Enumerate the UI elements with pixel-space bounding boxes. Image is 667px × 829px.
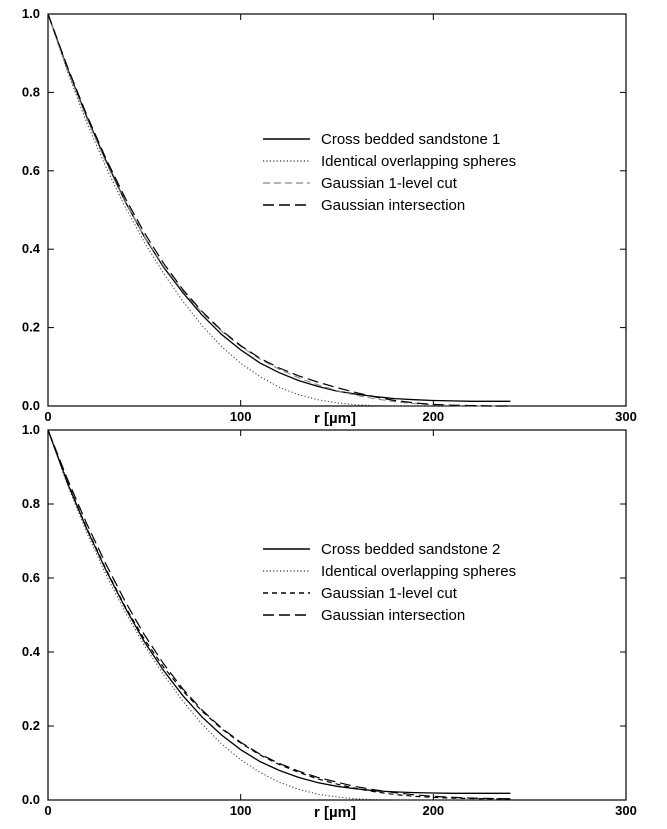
y-tick-label: 0.0 [22,398,40,413]
x-tick-label: 0 [44,803,51,818]
legend: Cross bedded sandstone 2 Identical overla… [263,541,516,624]
x-tick-label: 100 [230,803,252,818]
y-tick-label: 0.0 [22,792,40,807]
series-line-2 [47,429,511,801]
legend-entry-long-dashed-label: Gaussian intersection [321,607,465,624]
legend-entry-solid-label: Cross bedded sandstone 2 [321,541,500,558]
y-tick-label: 0.2 [22,718,40,733]
x-axis-label: r [µm] [314,410,356,427]
y-tick-label: 0.6 [22,570,40,585]
plot-panel-bottom: 0 100 200 300 0.0 0.2 0.4 0.6 0.8 1.0 r [µm] Cross … [22,422,637,821]
series-line-3 [47,429,511,800]
x-tick-label: 200 [422,803,444,818]
legend-entry-dotted-label: Identical overlapping spheres [321,563,516,580]
y-tick-label: 0.4 [22,644,41,659]
y-tick-label: 1.0 [22,6,40,21]
x-tick-label: 100 [230,409,252,424]
legend-entry-dotted-label: Identical overlapping spheres [321,153,516,170]
legend-entry-solid-label: Cross bedded sandstone 1 [321,131,500,148]
y-tick-label: 0.8 [22,84,40,99]
y-tick-label: 0.4 [22,241,41,256]
series-line-4 [47,13,511,407]
legend-entry-long-dashed-label: Gaussian intersection [321,197,465,214]
plot-panel-top: 0 100 200 300 0.0 0.2 0.4 0.6 0.8 1.0 r [µm] Cross … [22,6,637,427]
legend-entry-dashed-label: Gaussian 1-level cut [321,175,458,192]
x-tick-label: 0 [44,409,51,424]
plot-frame [47,13,627,407]
x-tick-label: 200 [422,409,444,424]
y-tick-label: 0.2 [22,320,40,335]
x-axis-label: r [µm] [314,804,356,821]
x-tick-label: 300 [615,409,637,424]
legend: Cross bedded sandstone 1 Identical overla… [263,131,516,214]
plot-frame [47,429,627,801]
legend-entry-dashed-label: Gaussian 1-level cut [321,585,458,602]
series-line-2 [47,13,511,407]
y-tick-label: 0.6 [22,163,40,178]
y-tick-label: 0.8 [22,496,40,511]
y-tick-label: 1.0 [22,422,40,437]
x-tick-label: 300 [615,803,637,818]
